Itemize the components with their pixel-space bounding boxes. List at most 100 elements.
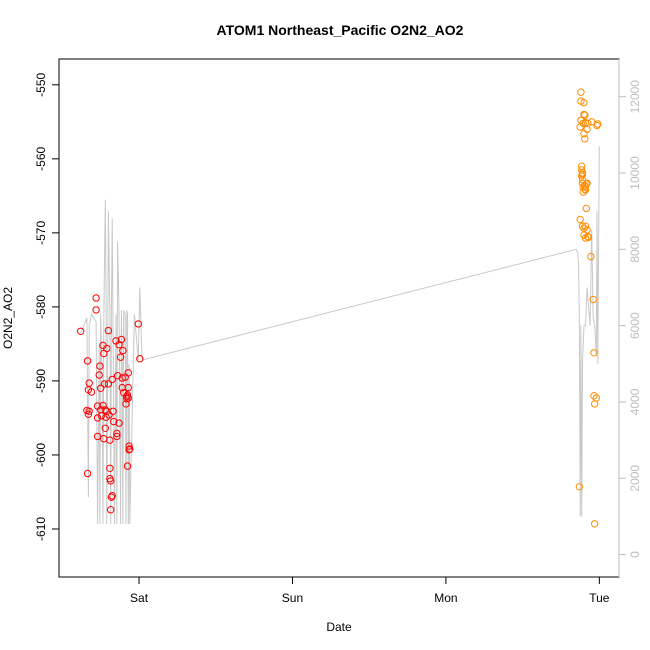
y2-tick-label: 6000 [628, 312, 642, 339]
data-point [92, 306, 100, 314]
data-point [581, 135, 589, 143]
data-point [123, 462, 132, 470]
points-layer [77, 88, 602, 528]
left-y-axis: -610 -600 -590 -580 -570 -560 -550 [34, 72, 59, 541]
data-point [103, 344, 111, 353]
data-point [118, 374, 126, 382]
data-point [119, 346, 127, 355]
data-point [116, 353, 125, 361]
chart-title: ATOM1 Northeast_Pacific O2N2_AO2 [217, 22, 464, 38]
data-point [84, 410, 93, 418]
plot-frame [58, 58, 620, 578]
data-point [85, 407, 93, 415]
data-point [591, 520, 599, 528]
y2-tick-label: 8000 [628, 236, 642, 263]
y-tick-label: -590 [34, 369, 48, 393]
data-point [110, 417, 118, 426]
x-axis: Sat Sun Mon Tue [130, 577, 610, 605]
y-axis-label: O2N2_AO2 [1, 287, 15, 349]
data-point [580, 110, 588, 119]
data-point [87, 388, 96, 396]
data-point [582, 204, 590, 213]
data-point [97, 384, 105, 392]
data-point [105, 411, 113, 419]
y2-tick-label: 2000 [628, 465, 642, 492]
data-point [108, 375, 116, 384]
data-point [106, 436, 114, 444]
data-point [83, 357, 92, 365]
data-point [584, 233, 593, 242]
data-point [101, 406, 110, 414]
y-tick-label: -600 [34, 443, 48, 467]
data-point [591, 400, 599, 408]
data-point [93, 414, 102, 422]
data-point [584, 232, 592, 241]
data-point [592, 394, 600, 402]
data-point [124, 369, 133, 377]
y-tick-label: -560 [34, 147, 48, 171]
data-point [584, 119, 592, 128]
data-point [100, 380, 109, 388]
secondary-line-layer [80, 146, 600, 525]
right-y-axis: 0 2000 4000 6000 8000 10000 12000 [619, 80, 642, 558]
data-point [126, 445, 134, 453]
data-point [136, 355, 144, 363]
data-point [85, 379, 93, 387]
data-point [104, 380, 113, 388]
data-point [77, 327, 85, 335]
y-tick-label: -610 [34, 517, 48, 541]
data-point [96, 362, 104, 370]
data-point [581, 222, 590, 230]
y2-tick-label: 10000 [628, 156, 642, 190]
data-point [581, 111, 589, 119]
y-tick-label: -570 [34, 221, 48, 245]
x-tick-label: Sat [130, 591, 149, 605]
y-tick-label: -580 [34, 295, 48, 319]
data-point [107, 477, 115, 485]
data-point [107, 506, 115, 514]
x-tick-label: Mon [434, 591, 457, 605]
y2-tick-label: 4000 [628, 388, 642, 415]
data-point [581, 183, 590, 191]
x-tick-label: Sun [282, 591, 303, 605]
y-tick-label: -550 [34, 72, 48, 96]
data-point [95, 371, 103, 379]
data-point [577, 88, 585, 96]
data-point [587, 252, 595, 261]
data-point [583, 125, 591, 133]
data-point [115, 419, 123, 427]
series-line [80, 146, 600, 525]
data-point [113, 432, 121, 441]
data-point [106, 464, 114, 472]
data-point [113, 372, 122, 380]
data-point [83, 469, 92, 478]
data-point [575, 483, 584, 491]
x-axis-label: Date [326, 620, 352, 634]
data-point [576, 215, 584, 224]
data-point [99, 401, 107, 410]
x-tick-label: Tue [589, 591, 610, 605]
data-point [583, 179, 591, 188]
data-point [589, 295, 597, 304]
data-point [93, 432, 102, 441]
data-point [134, 320, 143, 328]
data-point [108, 492, 116, 500]
data-point [594, 120, 602, 128]
data-point [590, 349, 598, 357]
y2-tick-label: 12000 [628, 80, 642, 114]
data-point [124, 394, 133, 402]
data-point [124, 383, 133, 392]
data-point [113, 429, 121, 438]
data-point [578, 170, 587, 179]
data-point [590, 392, 598, 400]
data-point [578, 222, 587, 230]
data-point [125, 442, 133, 450]
data-point [97, 412, 106, 420]
data-point [582, 180, 590, 188]
data-point [92, 294, 100, 302]
data-point [580, 98, 588, 107]
data-point [109, 407, 117, 415]
data-point [101, 424, 110, 432]
data-point [117, 335, 126, 344]
